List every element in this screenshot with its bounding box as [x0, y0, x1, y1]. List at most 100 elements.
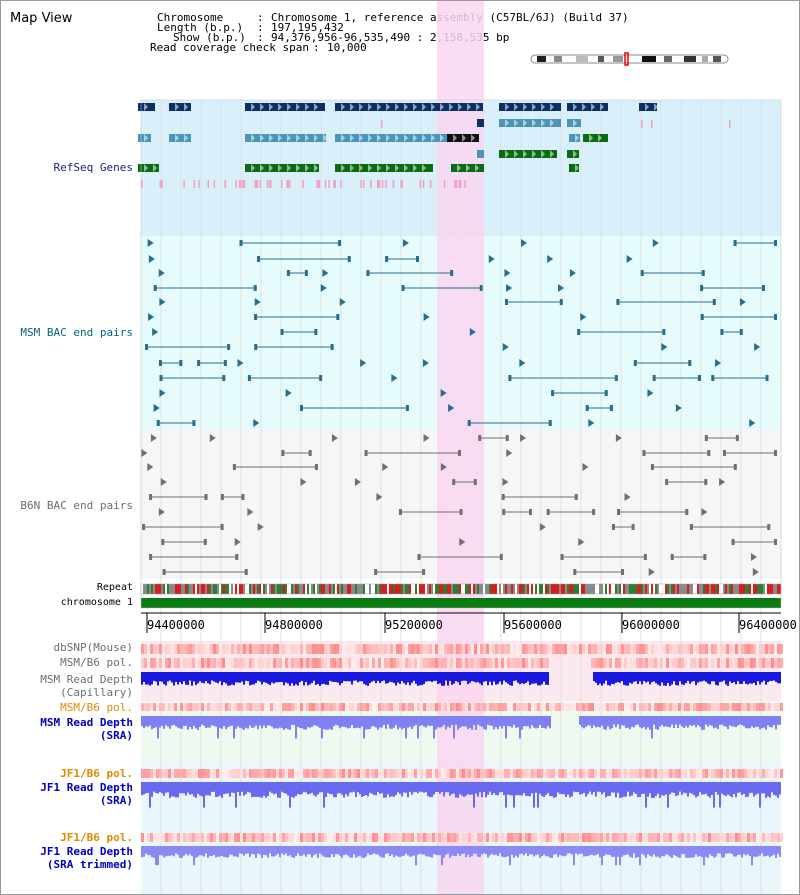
depth-bar: [381, 846, 383, 858]
depth-bar: [329, 672, 331, 681]
heat-strip-cell: [648, 658, 651, 668]
repeat-segment: [433, 584, 435, 594]
heat-strip-cell: [510, 833, 513, 842]
bac-end: [689, 524, 693, 530]
depth-bar: [405, 672, 407, 685]
depth-bar: [229, 846, 231, 855]
heat-strip-cell: [606, 703, 609, 711]
heat-strip-cell: [255, 658, 258, 668]
heat-strip-cell: [630, 769, 633, 778]
gene-feature: [499, 150, 557, 158]
bac-end-arrow: [141, 449, 148, 457]
transcript-mark: [259, 180, 262, 188]
bac-end-arrow: [715, 359, 722, 367]
heat-strip-cell: [414, 833, 417, 842]
depth-bar: [507, 782, 509, 795]
bac-end: [611, 524, 615, 530]
heat-strip-cell: [468, 833, 471, 842]
bac-end: [450, 270, 454, 276]
bac-end: [159, 375, 163, 381]
heat-strip-cell: [204, 644, 207, 654]
depth-bar: [541, 672, 543, 685]
depth-bar: [621, 846, 623, 857]
heat-strip-cell: [192, 644, 195, 654]
heat-strip-cell: [264, 644, 267, 654]
heat-strip-cell: [741, 833, 744, 842]
heat-strip-cell: [342, 644, 345, 654]
transcript-mark: [287, 180, 289, 188]
depth-bar: [233, 782, 235, 794]
depth-bar: [419, 846, 421, 854]
depth-bar: [643, 846, 645, 856]
heat-strip-cell: [312, 658, 315, 668]
heat-strip-cell: [474, 703, 477, 711]
heat-strip-cell: [591, 703, 594, 711]
heat-strip-cell: [492, 769, 495, 778]
bac-end: [707, 450, 711, 456]
axis-tick-label: 95200000: [385, 618, 443, 632]
depth-bar: [213, 716, 215, 726]
depth-bar: [169, 672, 171, 681]
heat-strip-cell: [279, 658, 282, 668]
coverage-sep: :: [313, 41, 327, 54]
depth-bar: [319, 846, 321, 854]
repeat-segment: [593, 584, 595, 594]
heat-strip-cell: [309, 833, 312, 842]
repeat-segment: [623, 584, 625, 594]
depth-bar: [307, 672, 309, 686]
bac-end: [281, 450, 285, 456]
heat-strip-cell: [177, 769, 180, 778]
heat-strip-cell: [369, 833, 372, 842]
bac-end-arrow: [749, 419, 756, 427]
heat-strip-cell: [483, 644, 486, 654]
depth-bar: [189, 716, 191, 727]
depth-bar: [291, 846, 293, 858]
depth-bar: [545, 716, 547, 729]
heat-strip-cell: [363, 644, 366, 654]
depth-bar: [653, 672, 655, 682]
depth-bar: [233, 672, 235, 686]
depth-bar: [711, 716, 713, 726]
repeat-segment: [273, 584, 275, 594]
depth-bar: [191, 846, 193, 857]
heat-strip-cell: [594, 703, 597, 711]
heat-strip-cell: [222, 769, 225, 778]
depth-bar: [479, 716, 481, 726]
bac-end-arrow: [159, 298, 166, 306]
depth-bar: [643, 672, 645, 681]
depth-bar: [345, 672, 347, 682]
heat-strip-cell: [393, 658, 396, 668]
heat-strip-cell: [195, 658, 198, 668]
repeat-segment: [763, 584, 765, 594]
depth-bar: [729, 782, 731, 796]
depth-bar: [579, 716, 581, 725]
heat-strip-cell: [162, 644, 165, 654]
bac-end: [697, 375, 701, 381]
heat-strip-cell: [378, 658, 381, 668]
heat-strip-cell: [699, 658, 702, 668]
depth-bar: [485, 846, 487, 854]
heat-strip-cell: [426, 658, 429, 668]
heat-strip-cell: [522, 703, 525, 711]
depth-bar: [401, 716, 403, 730]
heat-strip-cell: [354, 703, 357, 711]
gene-strand-arrow: [573, 150, 577, 158]
depth-bar: [191, 672, 193, 686]
depth-bar: [449, 672, 451, 681]
depth-bar: [461, 782, 463, 796]
heat-strip-cell: [768, 644, 771, 654]
repeat-segment: [651, 584, 653, 594]
depth-bar: [619, 782, 621, 798]
depth-bar: [215, 716, 217, 727]
heat-strip-cell: [477, 833, 480, 842]
bac-end: [528, 509, 532, 515]
repeat-segment: [429, 584, 431, 594]
heat-strip-cell: [333, 658, 336, 668]
heat-strip-cell: [477, 769, 480, 778]
heat-strip-cell: [582, 644, 585, 654]
depth-bar: [199, 846, 201, 856]
transcript-mark: [443, 180, 446, 188]
heat-strip-cell: [141, 644, 144, 654]
